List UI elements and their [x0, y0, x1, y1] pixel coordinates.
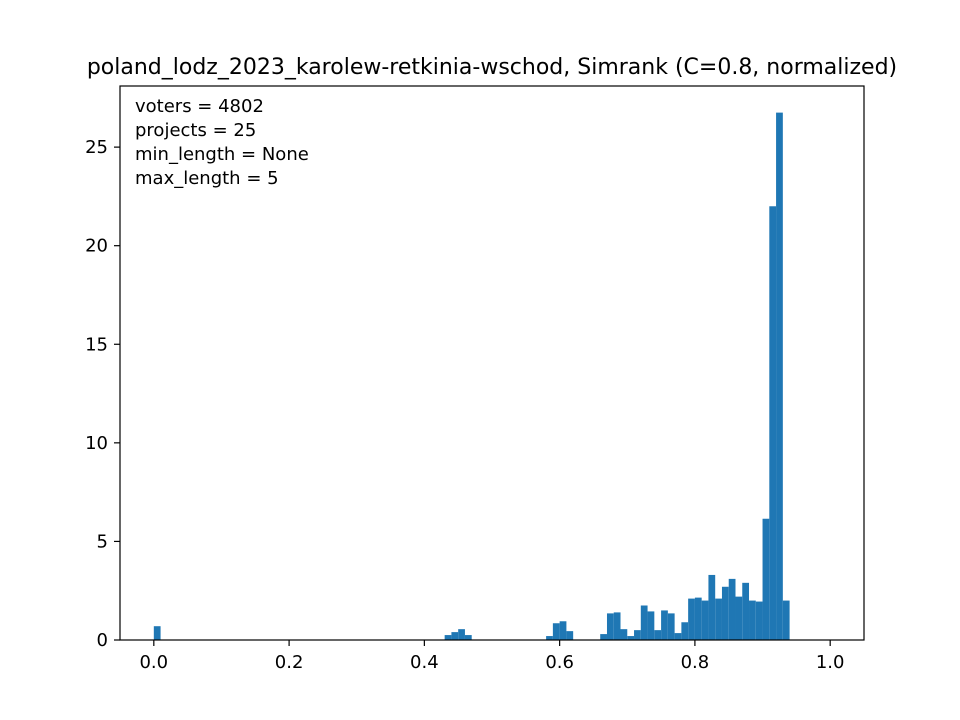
histogram-bar — [451, 632, 459, 640]
histogram-bar — [566, 631, 574, 640]
histogram-bar — [600, 634, 607, 640]
histogram-bar — [654, 630, 662, 640]
x-tick-label: 0.4 — [410, 652, 439, 673]
histogram-bar — [701, 600, 709, 640]
ticks-layer: 0.0 0.2 0.4 0.6 0.8 1.0 0 5 10 15 20 25 — [85, 137, 844, 673]
histogram-bar — [647, 611, 655, 640]
annotation-box: voters = 4802 projects = 25 min_length =… — [135, 96, 309, 189]
y-tick-label: 25 — [85, 137, 108, 158]
annotation-max-length: max_length = 5 — [135, 168, 279, 189]
y-tick-label: 5 — [97, 531, 108, 552]
histogram-bar — [546, 636, 553, 640]
histogram-bar — [715, 598, 722, 640]
histogram-bar — [688, 598, 695, 640]
histogram-bar — [708, 574, 716, 640]
histogram-bar — [721, 586, 729, 640]
histogram-bar — [674, 633, 682, 640]
histogram-bar — [776, 112, 783, 640]
histogram-bar — [559, 621, 567, 640]
histogram-bar — [728, 578, 736, 640]
annotation-min-length: min_length = None — [135, 144, 309, 165]
x-tick-label: 0.8 — [681, 652, 710, 673]
histogram-bar — [464, 635, 472, 640]
histogram-bar — [694, 597, 702, 640]
histogram-bar — [620, 629, 628, 640]
histogram-bar — [444, 635, 452, 640]
y-tick-label: 15 — [85, 334, 108, 355]
histogram-bar — [749, 600, 756, 640]
histogram-bar — [153, 626, 161, 640]
histogram-bar — [735, 596, 743, 640]
histogram-bar — [627, 636, 635, 640]
axes-frame — [119, 85, 865, 641]
bars-layer — [153, 112, 790, 640]
y-tick-label: 20 — [85, 236, 108, 257]
chart-title: poland_lodz_2023_karolew-retkinia-wschod… — [87, 55, 897, 80]
annotation-voters: voters = 4802 — [135, 96, 264, 117]
x-tick-label: 0.6 — [545, 652, 574, 673]
histogram-bar — [640, 605, 648, 640]
histogram-bar — [606, 613, 614, 640]
histogram-bar — [634, 630, 641, 640]
histogram-bar — [769, 206, 777, 640]
annotation-projects: projects = 25 — [135, 120, 256, 141]
x-tick-label: 1.0 — [816, 652, 845, 673]
y-tick-label: 0 — [97, 630, 108, 651]
histogram-bar — [458, 629, 465, 640]
histogram-bar — [681, 622, 689, 640]
y-tick-label: 10 — [85, 433, 108, 454]
histogram-bar — [552, 623, 560, 640]
histogram-bar — [613, 612, 621, 640]
histogram-bar — [755, 601, 763, 640]
x-tick-label: 0.2 — [275, 652, 304, 673]
x-tick-label: 0.0 — [139, 652, 168, 673]
histogram-bar — [667, 613, 675, 640]
histogram-bar — [782, 600, 790, 640]
histogram-bar — [661, 610, 668, 640]
histogram-bar — [742, 582, 750, 640]
histogram-bar — [762, 518, 770, 640]
